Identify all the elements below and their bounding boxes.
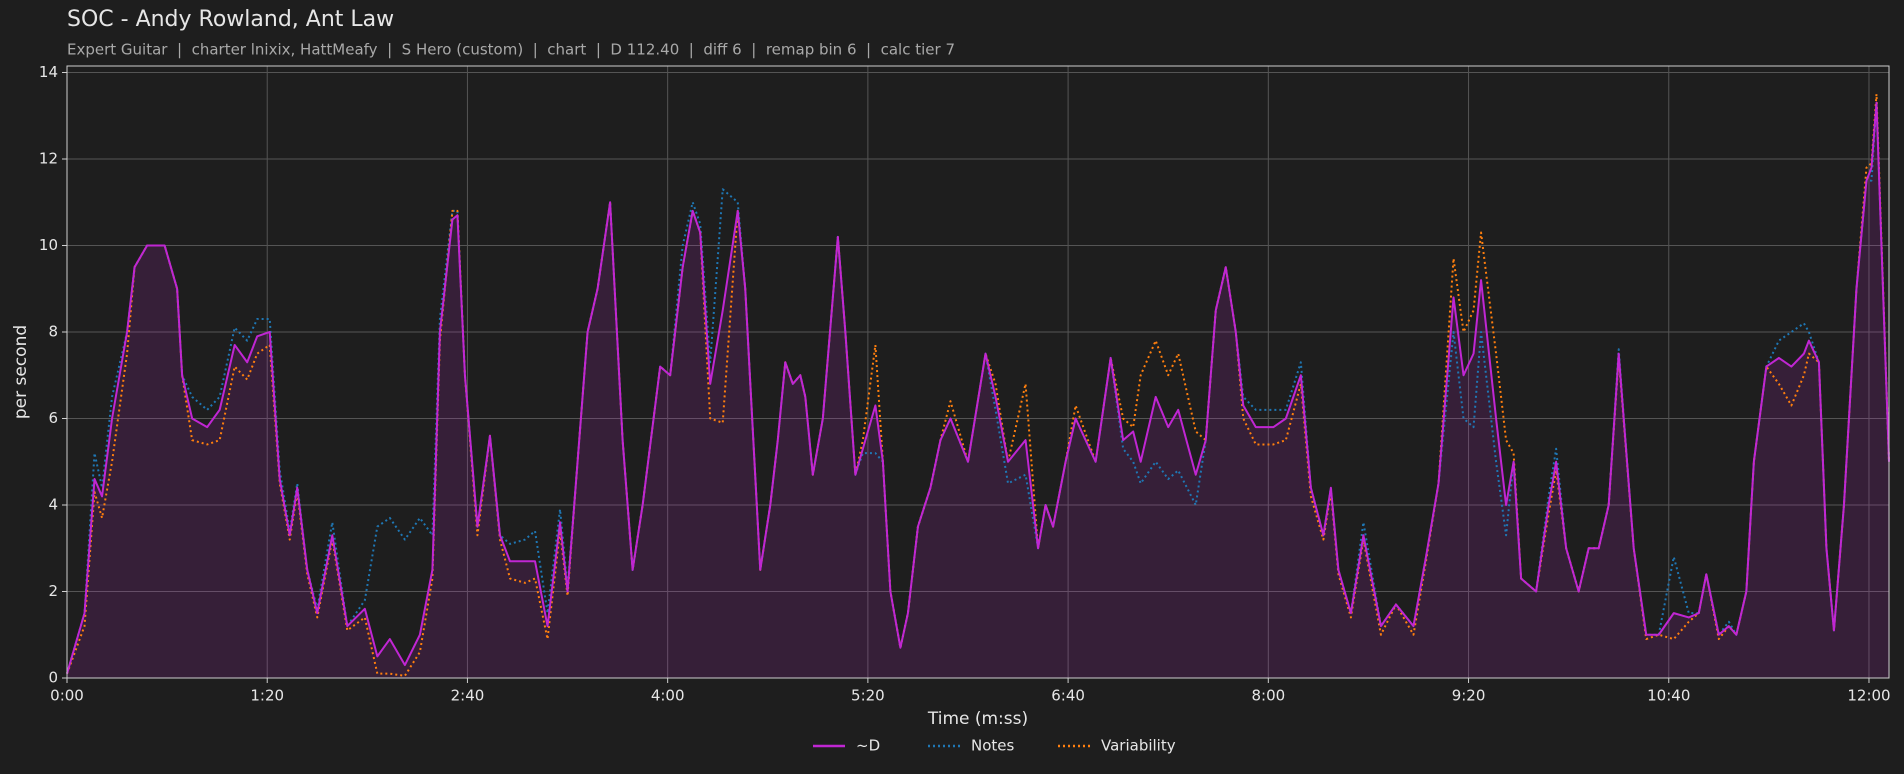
x-tick-label: 12:00 [1847, 687, 1890, 705]
y-tick-label: 10 [39, 236, 58, 254]
legend-label: ~D [856, 737, 880, 755]
x-tick-label: 4:00 [651, 687, 685, 705]
x-tick-label: 1:20 [250, 687, 284, 705]
x-tick-label: 2:40 [451, 687, 485, 705]
area [67, 102, 1889, 678]
chart-subtitle: Expert Guitar | charter lnixix, HattMeaf… [67, 41, 955, 59]
y-tick-label: 6 [48, 409, 58, 427]
x-tick-label: 0:00 [50, 687, 84, 705]
y-tick-label: 0 [48, 669, 58, 687]
x-tick-label: 9:20 [1452, 687, 1486, 705]
y-tick-label: 12 [39, 149, 58, 167]
legend-label: Variability [1101, 737, 1176, 755]
y-tick-label: 8 [48, 322, 58, 340]
y-tick-label: 2 [48, 582, 58, 600]
x-axis-label: Time (m:ss) [927, 709, 1028, 729]
x-tick-label: 5:20 [851, 687, 885, 705]
x-tick-label: 10:40 [1647, 687, 1690, 705]
y-tick-label: 4 [48, 495, 58, 513]
chart-title: SOC - Andy Rowland, Ant Law [67, 7, 394, 32]
x-tick-label: 6:40 [1051, 687, 1085, 705]
y-tick-label: 14 [39, 63, 58, 81]
y-axis-label: per second [11, 325, 31, 419]
plot-frame [66, 65, 1890, 679]
x-tick-label: 8:00 [1251, 687, 1285, 705]
legend-label: Notes [971, 737, 1015, 755]
series-line [66, 101, 1890, 674]
